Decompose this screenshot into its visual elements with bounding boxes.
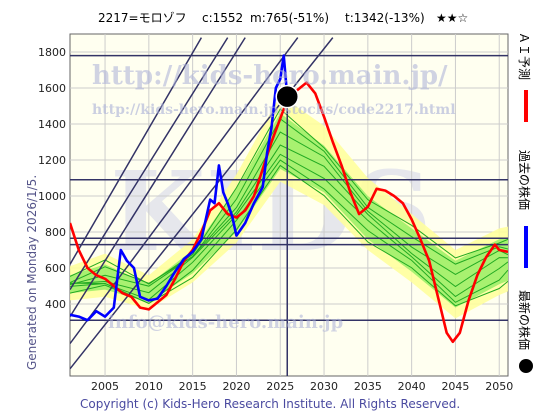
header-code-name: 2217=モロゾフ bbox=[98, 11, 187, 25]
forecast-green-line bbox=[70, 144, 508, 294]
reference-lines bbox=[70, 37, 508, 376]
generated-date-text: Generated on Monday 2026/1/5. bbox=[25, 175, 39, 370]
forecast-green-line bbox=[70, 108, 508, 285]
x-tick-label: 2040 bbox=[398, 380, 426, 393]
y-tick-label: 400 bbox=[45, 298, 66, 311]
copyright-footer: Copyright (c) Kids-Hero Research Institu… bbox=[80, 397, 460, 411]
forecast-bands bbox=[70, 95, 508, 319]
y-tick-label: 600 bbox=[45, 262, 66, 275]
y-tick-label: 1400 bbox=[38, 118, 66, 131]
current-price-dot bbox=[275, 84, 299, 109]
y-tick-label: 800 bbox=[45, 226, 66, 239]
trend-line bbox=[70, 37, 203, 265]
legend-item-past-price: 過去の株価 bbox=[517, 150, 532, 268]
y-tick-label: 1600 bbox=[38, 82, 66, 95]
x-tick-label: 2030 bbox=[310, 380, 338, 393]
trend-line bbox=[70, 37, 229, 290]
header-rating: ★★☆ bbox=[436, 11, 468, 25]
y-tick-label: 1200 bbox=[38, 154, 66, 167]
forecast-band-inner bbox=[70, 113, 508, 308]
trend-line bbox=[70, 37, 246, 317]
series-past-price bbox=[70, 54, 289, 322]
trend-line bbox=[70, 37, 299, 345]
y-tick-label: 1800 bbox=[38, 46, 66, 59]
y-axis-ticks: 400 600 800 1000 1200 1400 1600 1800 bbox=[38, 46, 66, 311]
legend: ＡＩ予測 過去の株価 最新の株価 bbox=[517, 32, 533, 373]
header-target-price: t:1342(-13%) bbox=[345, 11, 425, 25]
legend-swatch-latest-price bbox=[519, 359, 533, 373]
y-tick-label: 1000 bbox=[38, 190, 66, 203]
x-tick-label: 2005 bbox=[91, 380, 119, 393]
forecast-green-line bbox=[70, 159, 508, 305]
legend-label-past-price: 過去の株価 bbox=[517, 150, 532, 210]
watermark-url-main: http://kids-hero.main.jp/ bbox=[92, 61, 448, 91]
x-tick-label: 2010 bbox=[135, 380, 163, 393]
current-price-marker bbox=[275, 84, 299, 109]
legend-label-latest-price: 最新の株価 bbox=[517, 290, 532, 350]
x-axis-ticks: 2005 2010 2015 2020 2025 2030 2035 2040 2045 2050 bbox=[91, 380, 513, 393]
legend-item-latest-price: 最新の株価 bbox=[517, 290, 533, 373]
legend-item-ai-forecast: ＡＩ予測 bbox=[517, 32, 531, 122]
watermark-url-code: http://kids-hero.main.jp/stocks/code2217… bbox=[92, 102, 456, 118]
x-tick-label: 2035 bbox=[354, 380, 382, 393]
x-tick-label: 2015 bbox=[179, 380, 207, 393]
watermark-email: info@kids-hero.main.jp bbox=[108, 312, 343, 333]
x-tick-label: 2020 bbox=[222, 380, 250, 393]
legend-label-ai-forecast: ＡＩ予測 bbox=[517, 32, 531, 80]
x-tick-label: 2050 bbox=[485, 380, 513, 393]
x-tick-label: 2045 bbox=[441, 380, 469, 393]
header-current-price: c:1552 bbox=[202, 11, 243, 25]
header-min-price: m:765(-51%) bbox=[250, 11, 329, 25]
forecast-green-line bbox=[70, 131, 508, 287]
x-tick-label: 2025 bbox=[266, 380, 294, 393]
